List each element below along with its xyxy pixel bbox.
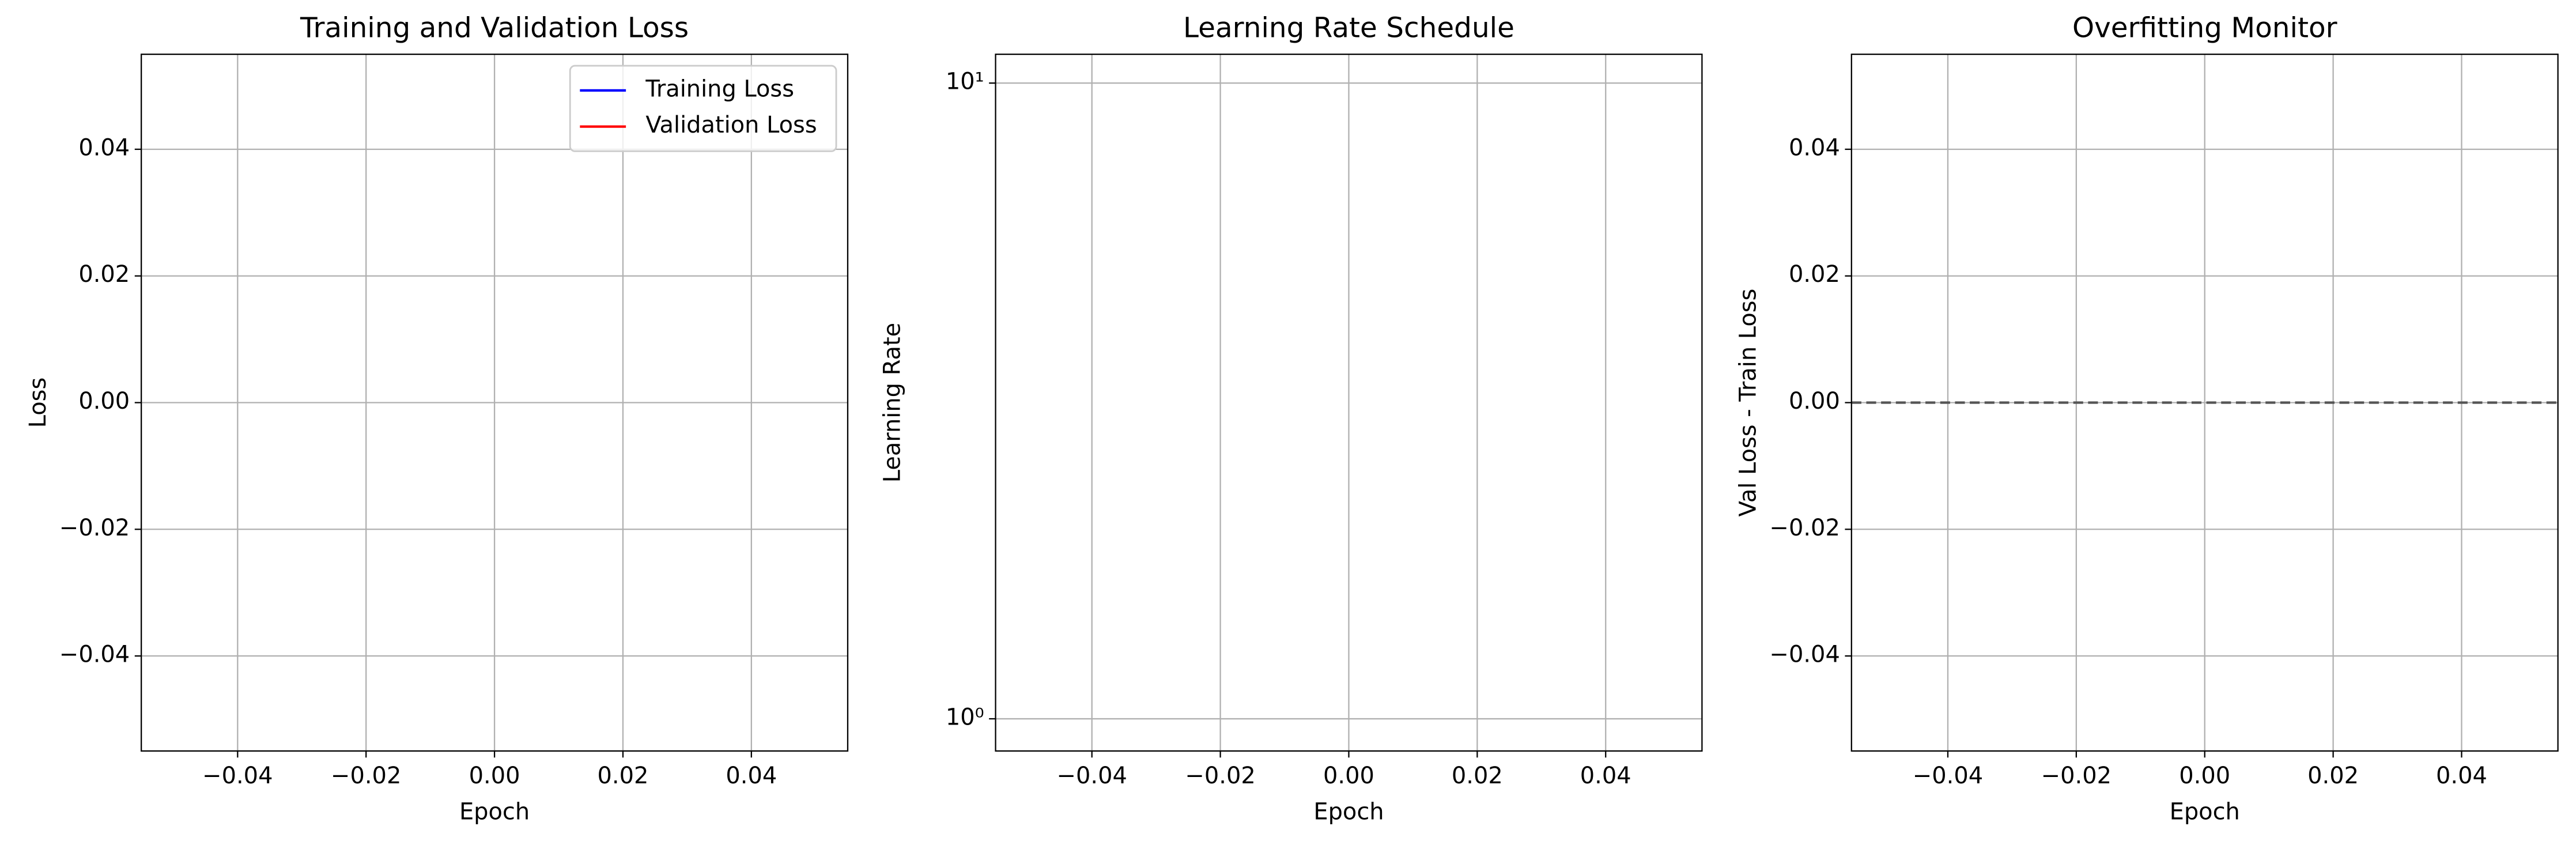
x-tick-label: 0.00: [2179, 763, 2230, 789]
x-tick-label: 0.00: [1323, 763, 1374, 789]
x-tick-label: −0.02: [331, 763, 401, 789]
y-tick-label: −0.02: [1770, 515, 1840, 541]
y-axis-label: Loss: [25, 378, 51, 428]
x-tick-label: 0.02: [1452, 763, 1503, 789]
x-tick-label: 0.02: [598, 763, 649, 789]
axes-frame: [141, 54, 849, 752]
y-tick-label: −0.04: [59, 642, 130, 668]
y-tick-label: 0.00: [78, 388, 130, 414]
chart-title: Learning Rate Schedule: [1183, 12, 1514, 44]
y-tick-label: 0.04: [1789, 134, 1840, 161]
x-axis-label: Epoch: [2170, 799, 2240, 825]
legend-box: [569, 65, 837, 152]
x-tick-label: −0.04: [1057, 763, 1127, 789]
x-tick-label: 0.00: [469, 763, 520, 789]
y-axis-label: Val Loss - Train Loss: [1735, 289, 1762, 517]
chart-title: Overfitting Monitor: [2072, 12, 2337, 44]
y-tick-label: 10¹: [946, 69, 984, 95]
y-tick-label: 0.02: [1789, 261, 1840, 288]
x-axis-label: Epoch: [459, 799, 530, 825]
axes-frame: [1850, 54, 2559, 752]
y-tick-label: 10⁰: [946, 704, 984, 731]
legend-label: Validation Loss: [645, 112, 817, 138]
x-tick-label: −0.02: [2041, 763, 2112, 789]
y-tick-label: 0.02: [78, 261, 130, 288]
x-tick-label: −0.04: [1913, 763, 1983, 789]
x-axis-label: Epoch: [1313, 799, 1384, 825]
x-tick-label: 0.04: [2436, 763, 2487, 789]
y-tick-label: −0.02: [59, 515, 130, 541]
y-tick-label: 0.00: [1789, 388, 1840, 414]
x-tick-label: −0.04: [202, 763, 273, 789]
y-tick-label: −0.04: [1770, 642, 1840, 668]
chart-title: Training and Validation Loss: [300, 12, 689, 44]
y-tick-label: 0.04: [78, 134, 130, 161]
x-tick-label: 0.02: [2307, 763, 2359, 789]
legend-label: Training Loss: [645, 76, 794, 102]
x-tick-label: −0.02: [1185, 763, 1255, 789]
axes-frame: [995, 54, 1703, 752]
x-tick-label: 0.04: [726, 763, 777, 789]
x-tick-label: 0.04: [1580, 763, 1631, 789]
y-axis-label: Learning Rate: [879, 323, 905, 482]
